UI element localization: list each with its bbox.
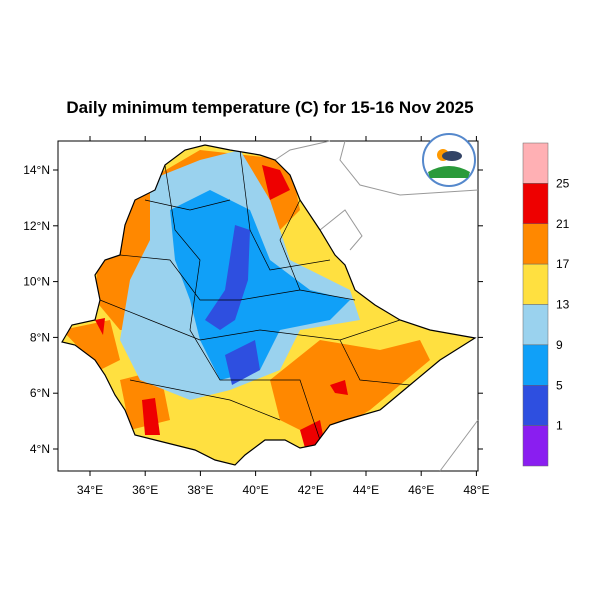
- colorbar-label: 21: [556, 217, 570, 231]
- x-tick-label: 42°E: [298, 483, 324, 497]
- x-tick-label: 34°E: [77, 483, 103, 497]
- x-tick-label: 40°E: [243, 483, 269, 497]
- y-tick-label: 12°N: [23, 219, 50, 233]
- colorbar-swatch: [522, 344, 549, 386]
- colorbar-label: 5: [556, 378, 563, 392]
- y-tick-label: 8°N: [30, 330, 50, 344]
- colorbar-swatch: [522, 183, 549, 224]
- colorbar-label: 13: [556, 298, 570, 312]
- map-title: Daily minimum temperature (C) for 15-16 …: [66, 98, 474, 117]
- x-tick-label: 48°E: [463, 483, 489, 497]
- x-tick-label: 36°E: [132, 483, 158, 497]
- y-tick-label: 10°N: [23, 275, 50, 289]
- y-tick-label: 6°N: [30, 386, 50, 400]
- colorbar-swatch: [522, 223, 549, 265]
- colorbar: 1 5 9 13 17 21 25: [522, 142, 570, 467]
- y-tick-label: 4°N: [30, 442, 50, 456]
- x-axis: 34°E 36°E 38°E 40°E 42°E 44°E 46°E 48°E: [77, 136, 489, 497]
- colorbar-swatch: [522, 304, 549, 346]
- y-axis: 14°N 12°N 10°N 8°N 6°N 4°N: [23, 163, 483, 456]
- y-tick-label: 14°N: [23, 163, 50, 177]
- x-tick-label: 46°E: [408, 483, 434, 497]
- x-tick-label: 44°E: [353, 483, 379, 497]
- colorbar-label: 1: [556, 419, 563, 433]
- colorbar-label: 17: [556, 257, 570, 271]
- colorbar-label: 9: [556, 338, 563, 352]
- colorbar-swatch: [522, 425, 549, 467]
- colorbar-label: 25: [556, 176, 570, 190]
- colorbar-swatch: [522, 263, 549, 305]
- neighbor-borders: [274, 140, 479, 472]
- logo: [422, 133, 476, 187]
- colorbar-swatch: [522, 385, 549, 426]
- colorbar-swatch: [522, 142, 549, 184]
- x-tick-label: 38°E: [187, 483, 213, 497]
